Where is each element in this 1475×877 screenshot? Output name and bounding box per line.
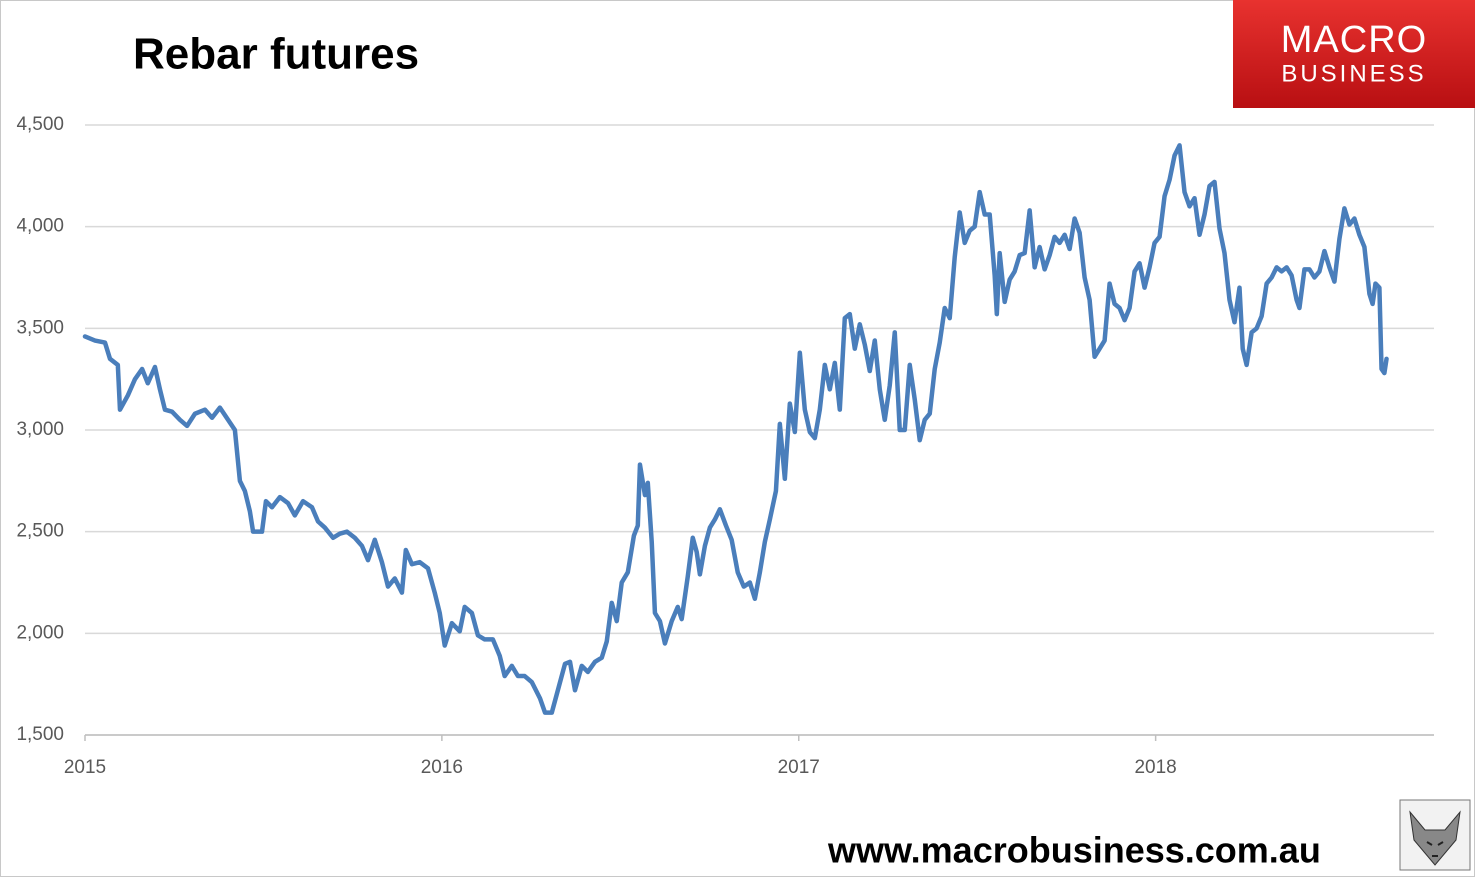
y-tick-label: 1,500 [16,724,64,745]
fox-icon [1399,799,1471,871]
x-tick-label: 2016 [421,757,463,778]
source-url: www.macrobusiness.com.au [827,830,1321,871]
plot-area: 1,500 2,000 2,500 3,000 3,500 4,000 4,500 2015 2… [16,114,1434,778]
x-tick-label: 2015 [64,757,106,778]
data-line [82,143,1389,715]
y-tick-label: 2,000 [16,622,64,643]
y-tick-label: 4,500 [16,114,64,135]
chart-title: Rebar futures [133,30,419,79]
y-tick-label: 3,500 [16,317,64,338]
y-tick-label: 3,000 [16,419,64,440]
y-tick-label: 4,000 [16,216,64,237]
x-tick-label: 2017 [778,757,820,778]
logo-text: BUSINESS [1281,60,1426,87]
logo-text: MACRO [1281,19,1427,61]
logo-box [1233,0,1475,108]
x-tick-label: 2018 [1134,757,1176,778]
y-tick-label: 2,500 [16,521,64,542]
